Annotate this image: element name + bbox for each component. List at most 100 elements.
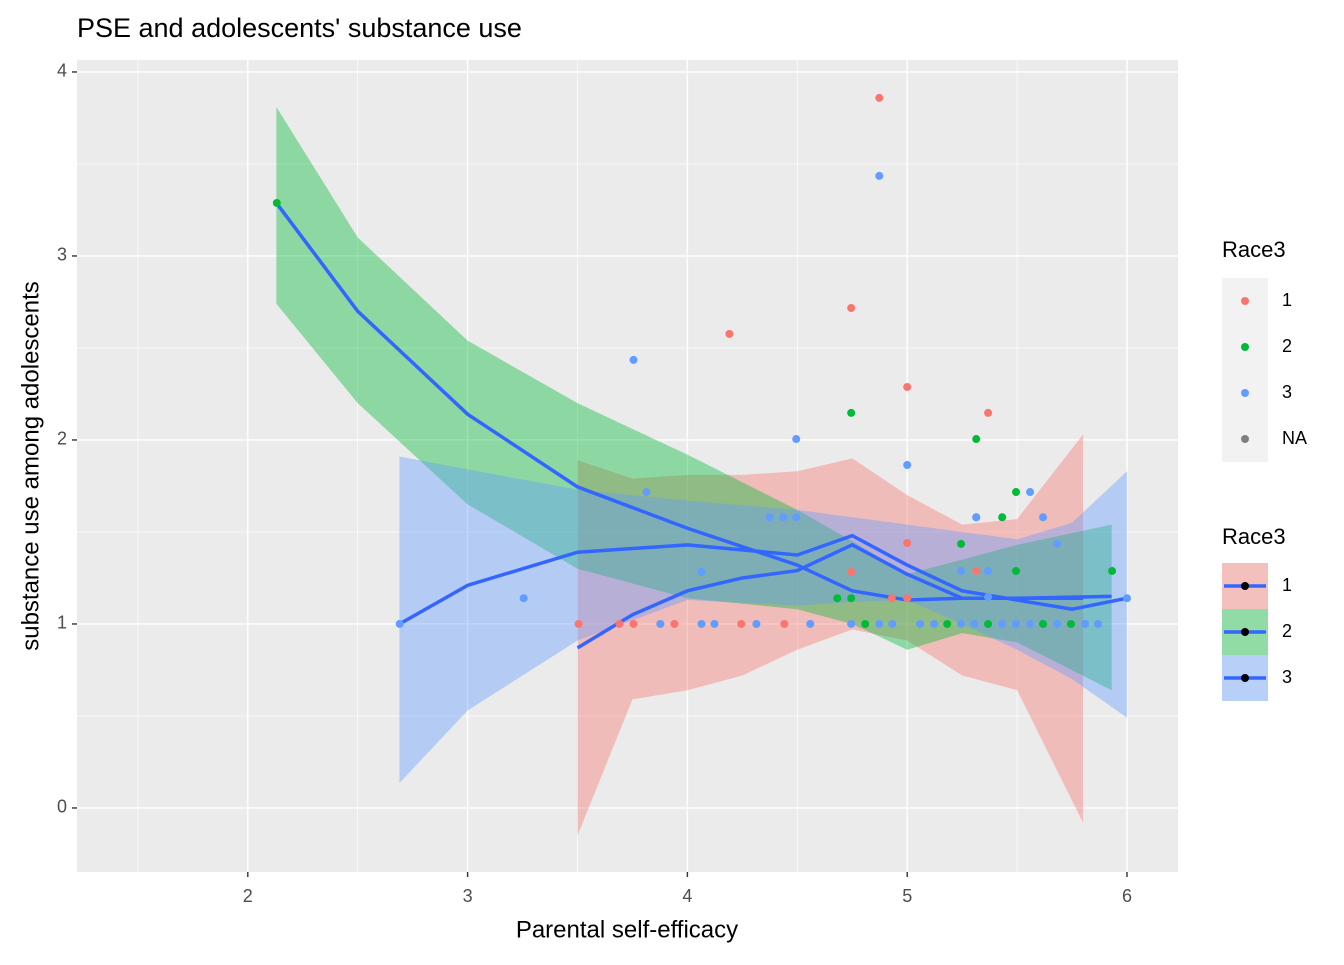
point: [1053, 539, 1062, 548]
y-tick-label: 2: [57, 429, 67, 449]
point: [1026, 488, 1035, 497]
point: [970, 619, 979, 628]
point: [1053, 619, 1062, 628]
panel: [77, 60, 1178, 872]
point: [670, 619, 679, 628]
point: [903, 594, 912, 603]
point: [957, 566, 966, 575]
legend-label: 3: [1282, 382, 1292, 402]
x-tick-label: 5: [902, 886, 912, 906]
x-tick-label: 3: [463, 886, 473, 906]
legend-label: 3: [1282, 667, 1292, 687]
point: [574, 619, 583, 628]
point: [1066, 619, 1075, 628]
point: [780, 619, 789, 628]
point: [806, 619, 815, 628]
legend-point: [1241, 297, 1249, 305]
point: [1123, 594, 1132, 603]
point: [792, 513, 801, 522]
point: [792, 435, 801, 444]
point: [972, 513, 981, 522]
smooth-line: [398, 533, 1128, 626]
legend-point: [1241, 343, 1249, 351]
point: [888, 619, 897, 628]
axes: 2 3 4 5 6 0 1 2 3 4: [57, 61, 1132, 906]
legend-point: [1241, 674, 1249, 682]
x-tick-label: 4: [682, 886, 692, 906]
point: [1039, 619, 1048, 628]
point: [272, 198, 281, 207]
points: [272, 93, 1132, 628]
point: [984, 566, 993, 575]
point: [1093, 619, 1102, 628]
legend-point: [1241, 628, 1249, 636]
point: [1012, 619, 1021, 628]
point: [725, 329, 734, 338]
point: [395, 619, 404, 628]
point: [629, 619, 638, 628]
legend-label: 1: [1282, 575, 1292, 595]
point: [697, 619, 706, 628]
legend-point: [1241, 389, 1249, 397]
point: [765, 513, 774, 522]
point: [847, 304, 856, 313]
chart-title: PSE and adolescents' substance use: [77, 13, 522, 43]
point: [984, 592, 993, 601]
grid: [77, 60, 1178, 872]
x-tick-label: 2: [243, 886, 253, 906]
point: [1012, 488, 1021, 497]
confidence-band: [276, 106, 1112, 691]
x-axis-title: Parental self-efficacy: [516, 916, 738, 943]
point: [903, 460, 912, 469]
legend-label: 2: [1282, 336, 1292, 356]
point: [697, 567, 706, 576]
legend-point: [1241, 582, 1249, 590]
point: [1026, 619, 1035, 628]
point: [847, 619, 856, 628]
legend-point: [1241, 435, 1249, 443]
point: [710, 619, 719, 628]
point: [1012, 566, 1021, 575]
point: [875, 93, 884, 102]
point: [930, 619, 939, 628]
confidence-band: [399, 456, 1128, 783]
point: [998, 619, 1007, 628]
point: [847, 408, 856, 417]
point: [1108, 566, 1117, 575]
point: [903, 382, 912, 391]
y-tick-label: 3: [57, 245, 67, 265]
y-tick-label: 4: [57, 61, 67, 81]
point: [957, 539, 966, 548]
legend: Race3 1 2 3 NA Race3 1 2 3: [1222, 237, 1307, 701]
y-axis-title: substance use among adolescents: [17, 281, 44, 651]
point: [519, 594, 528, 603]
point: [887, 594, 896, 603]
point: [998, 513, 1007, 522]
point: [957, 619, 966, 628]
point: [615, 619, 624, 628]
legend-title: Race3: [1222, 524, 1286, 549]
point: [916, 619, 925, 628]
point: [847, 567, 856, 576]
y-tick-label: 0: [57, 797, 67, 817]
point: [629, 355, 638, 364]
point: [833, 594, 842, 603]
point: [737, 619, 746, 628]
point: [875, 619, 884, 628]
point: [642, 488, 651, 497]
point: [847, 594, 856, 603]
point: [861, 619, 870, 628]
point: [656, 619, 665, 628]
x-tick-label: 6: [1122, 886, 1132, 906]
point: [779, 513, 788, 522]
point: [984, 408, 993, 417]
point: [972, 435, 981, 444]
point: [972, 566, 981, 575]
legend-label: 1: [1282, 290, 1292, 310]
point: [903, 539, 912, 548]
point: [943, 619, 952, 628]
legend-title: Race3: [1222, 237, 1286, 262]
smooth-line: [274, 201, 1112, 602]
legend-label: NA: [1282, 428, 1307, 448]
